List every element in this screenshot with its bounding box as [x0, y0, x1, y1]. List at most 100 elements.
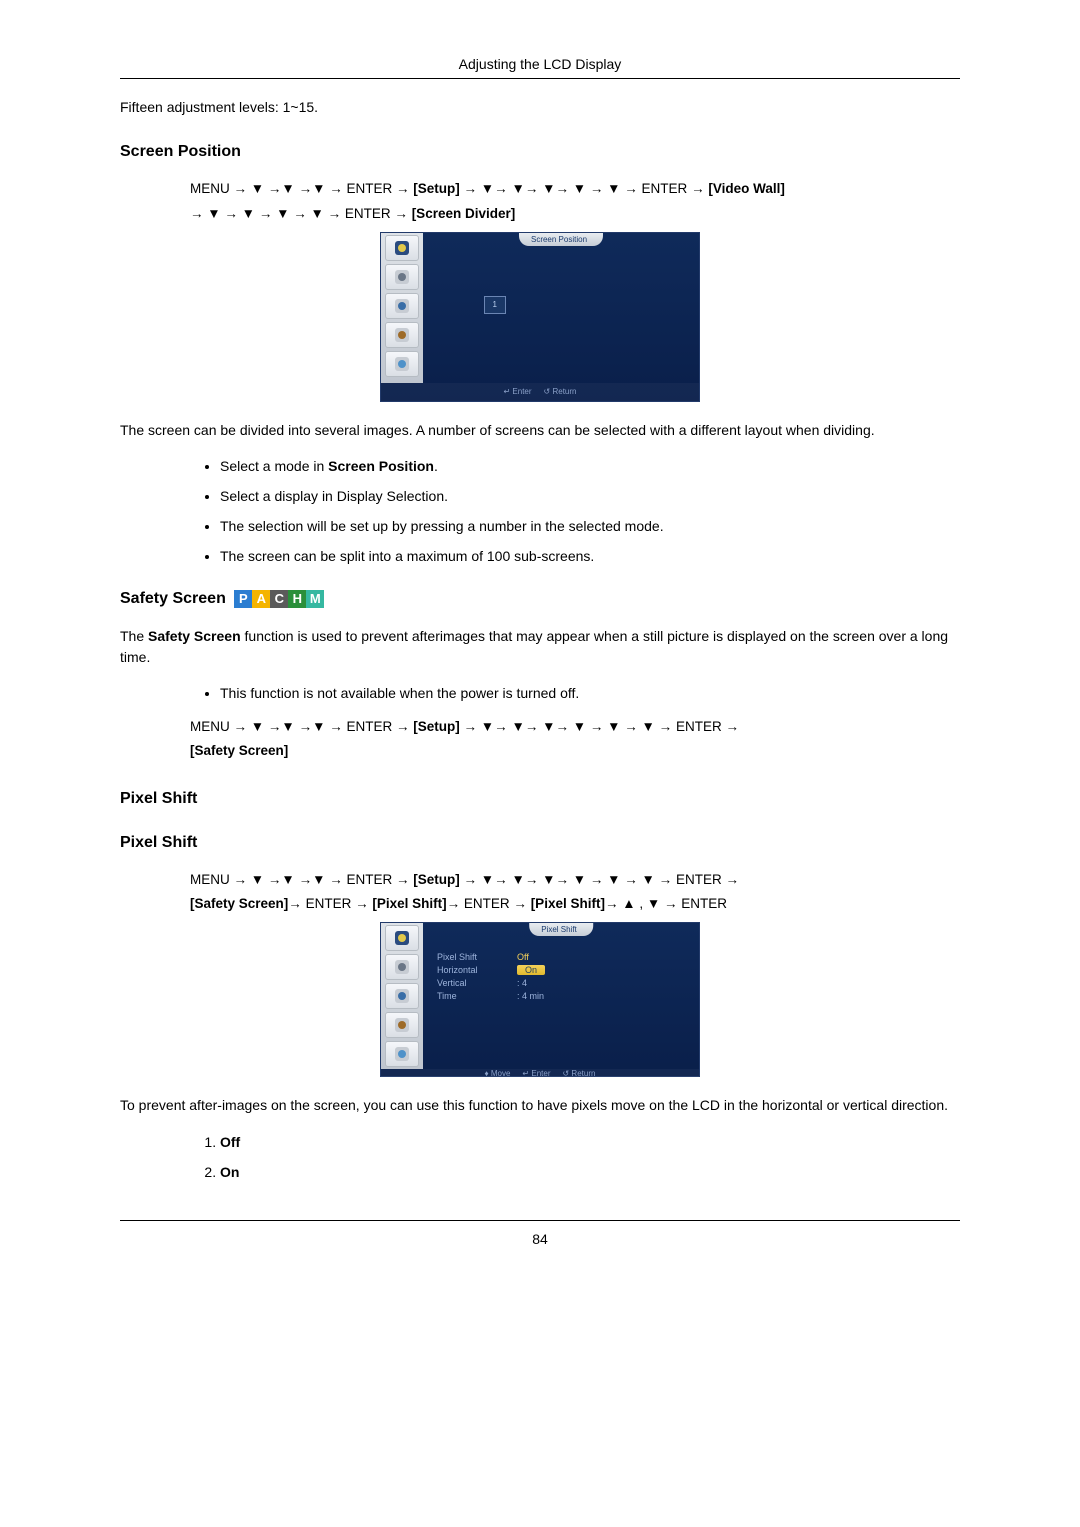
arrow-right: →: [494, 719, 508, 734]
arrow-right: →: [659, 719, 673, 734]
screen-position-bullets: Select a mode in Screen Position.Select …: [220, 458, 960, 564]
page-header: Adjusting the LCD Display: [120, 56, 960, 72]
list-item: Off: [220, 1134, 960, 1150]
osd-row-label: Pixel Shift: [437, 952, 517, 962]
arrow-right: →: [605, 896, 619, 911]
nav-bold: [Video Wall]: [708, 181, 785, 196]
header-rule: [120, 78, 960, 79]
arrow-right: →: [396, 181, 410, 196]
arrow-down-icon: ▼: [481, 872, 494, 887]
pachm-badge: P: [234, 590, 252, 608]
nav-text: ENTER: [642, 181, 688, 196]
osd-row-label: Horizontal: [437, 965, 517, 975]
screen-position-desc: The screen can be divided into several i…: [120, 420, 960, 440]
arrow-right: →: [288, 896, 302, 911]
arrow-right: →: [664, 896, 678, 911]
osd-selected-cell: 1: [484, 296, 506, 314]
nav-text: ENTER: [681, 896, 727, 911]
osd-tab: Pixel Shift: [529, 923, 593, 936]
nav-text: ENTER: [464, 896, 510, 911]
heading-pixel-shift-1: Pixel Shift: [120, 790, 960, 808]
input-icon: [385, 351, 419, 377]
arrow-down-icon: ▼: [542, 872, 555, 887]
osd-row: HorizontalOn: [437, 965, 685, 975]
arrow-right: →: [555, 719, 569, 734]
arrow-down-icon: ▼: [207, 206, 220, 221]
arrow-down-icon: ▼: [542, 719, 555, 734]
pachm-badge: C: [270, 590, 288, 608]
input-icon: [385, 1041, 419, 1067]
nav-bold: [Pixel Shift]: [372, 896, 446, 911]
arrow-right: →: [494, 872, 508, 887]
nav-bold: [Pixel Shift]: [531, 896, 605, 911]
list-item: Select a mode in Screen Position.: [220, 458, 960, 474]
osd-row: Pixel ShiftOff: [437, 952, 685, 962]
arrow-right: →: [590, 181, 604, 196]
arrow-down-icon: ▼: [642, 719, 655, 734]
arrow-down-icon: ▼: [642, 872, 655, 887]
arrow-right: →: [396, 872, 410, 887]
arrow-right: →: [396, 719, 410, 734]
setup-icon: [385, 293, 419, 319]
arrow-right: →: [464, 181, 478, 196]
nav-bold: [Setup]: [413, 719, 460, 734]
heading-text: Safety Screen: [120, 590, 226, 607]
picture-icon: [385, 235, 419, 261]
nav-bold: [Screen Divider]: [412, 206, 516, 221]
arrow-right: →: [624, 181, 638, 196]
arrow-down-icon: ▼: [573, 872, 586, 887]
osd-tab: Screen Position: [519, 233, 603, 246]
arrow-right: →: [494, 181, 508, 196]
arrow-right: →: [725, 872, 739, 887]
heading-pixel-shift-2: Pixel Shift: [120, 834, 960, 852]
arrow-right: →: [329, 872, 343, 887]
picture-icon: [385, 925, 419, 951]
arrow-down-icon: ▼: [281, 872, 294, 887]
osd-footer-return: ↺ Return: [562, 1069, 595, 1078]
arrow-right: →: [299, 181, 313, 196]
arrow-right: →: [525, 719, 539, 734]
nav-bold: [Safety Screen]: [190, 743, 288, 758]
arrow-right: →: [464, 719, 478, 734]
arrow-right: →: [224, 206, 238, 221]
osd-row-label: Time: [437, 991, 517, 1001]
arrow-down-icon: ▼: [542, 181, 555, 196]
osd-row-value: On: [517, 965, 545, 975]
arrow-right: →: [299, 872, 313, 887]
arrow-up-icon: ▲: [622, 896, 635, 911]
arrow-down-icon: ▼: [607, 181, 620, 196]
arrow-right: →: [259, 206, 273, 221]
arrow-down-icon: ▼: [281, 719, 294, 734]
arrow-right: →: [691, 181, 705, 196]
arrow-down-icon: ▼: [242, 206, 255, 221]
arrow-right: →: [464, 872, 478, 887]
osd-footer-move: ♦ Move: [485, 1069, 511, 1078]
arrow-down-icon: ▼: [310, 206, 323, 221]
list-item: On: [220, 1164, 960, 1180]
heading-safety-screen: Safety Screen PACHM: [120, 590, 960, 608]
nav-path-safety: MENU → ▼ →▼ →▼ → ENTER → [Setup] → ▼→ ▼→…: [190, 715, 960, 764]
nav-path-pixel-shift: MENU → ▼ →▼ →▼ → ENTER → [Setup] → ▼→ ▼→…: [190, 868, 960, 917]
arrow-right: →: [293, 206, 307, 221]
osd-footer-enter: ↵ Enter: [522, 1069, 550, 1078]
arrow-right: →: [268, 719, 282, 734]
nav-text: ENTER: [676, 872, 722, 887]
arrow-down-icon: ▼: [312, 872, 325, 887]
arrow-right: →: [725, 719, 739, 734]
arrow-right: →: [555, 181, 569, 196]
osd-footer-enter: ↵ Enter: [503, 387, 531, 396]
osd-row: Vertical: 4: [437, 978, 685, 988]
nav-text: ENTER: [345, 206, 391, 221]
arrow-down-icon: ▼: [251, 719, 264, 734]
osd-sidebar: [381, 923, 423, 1069]
arrow-down-icon: ▼: [511, 181, 524, 196]
nav-text: MENU: [190, 719, 230, 734]
arrow-right: →: [525, 181, 539, 196]
arrow-right: →: [624, 872, 638, 887]
osd-footer: ↵ Enter ↺ Return: [381, 383, 699, 401]
arrow-right: →: [394, 206, 408, 221]
pachm-badge: H: [288, 590, 306, 608]
osd-row-value: : 4 min: [517, 991, 544, 1001]
arrow-down-icon: ▼: [481, 719, 494, 734]
pixel-shift-desc: To prevent after-images on the screen, y…: [120, 1095, 960, 1115]
